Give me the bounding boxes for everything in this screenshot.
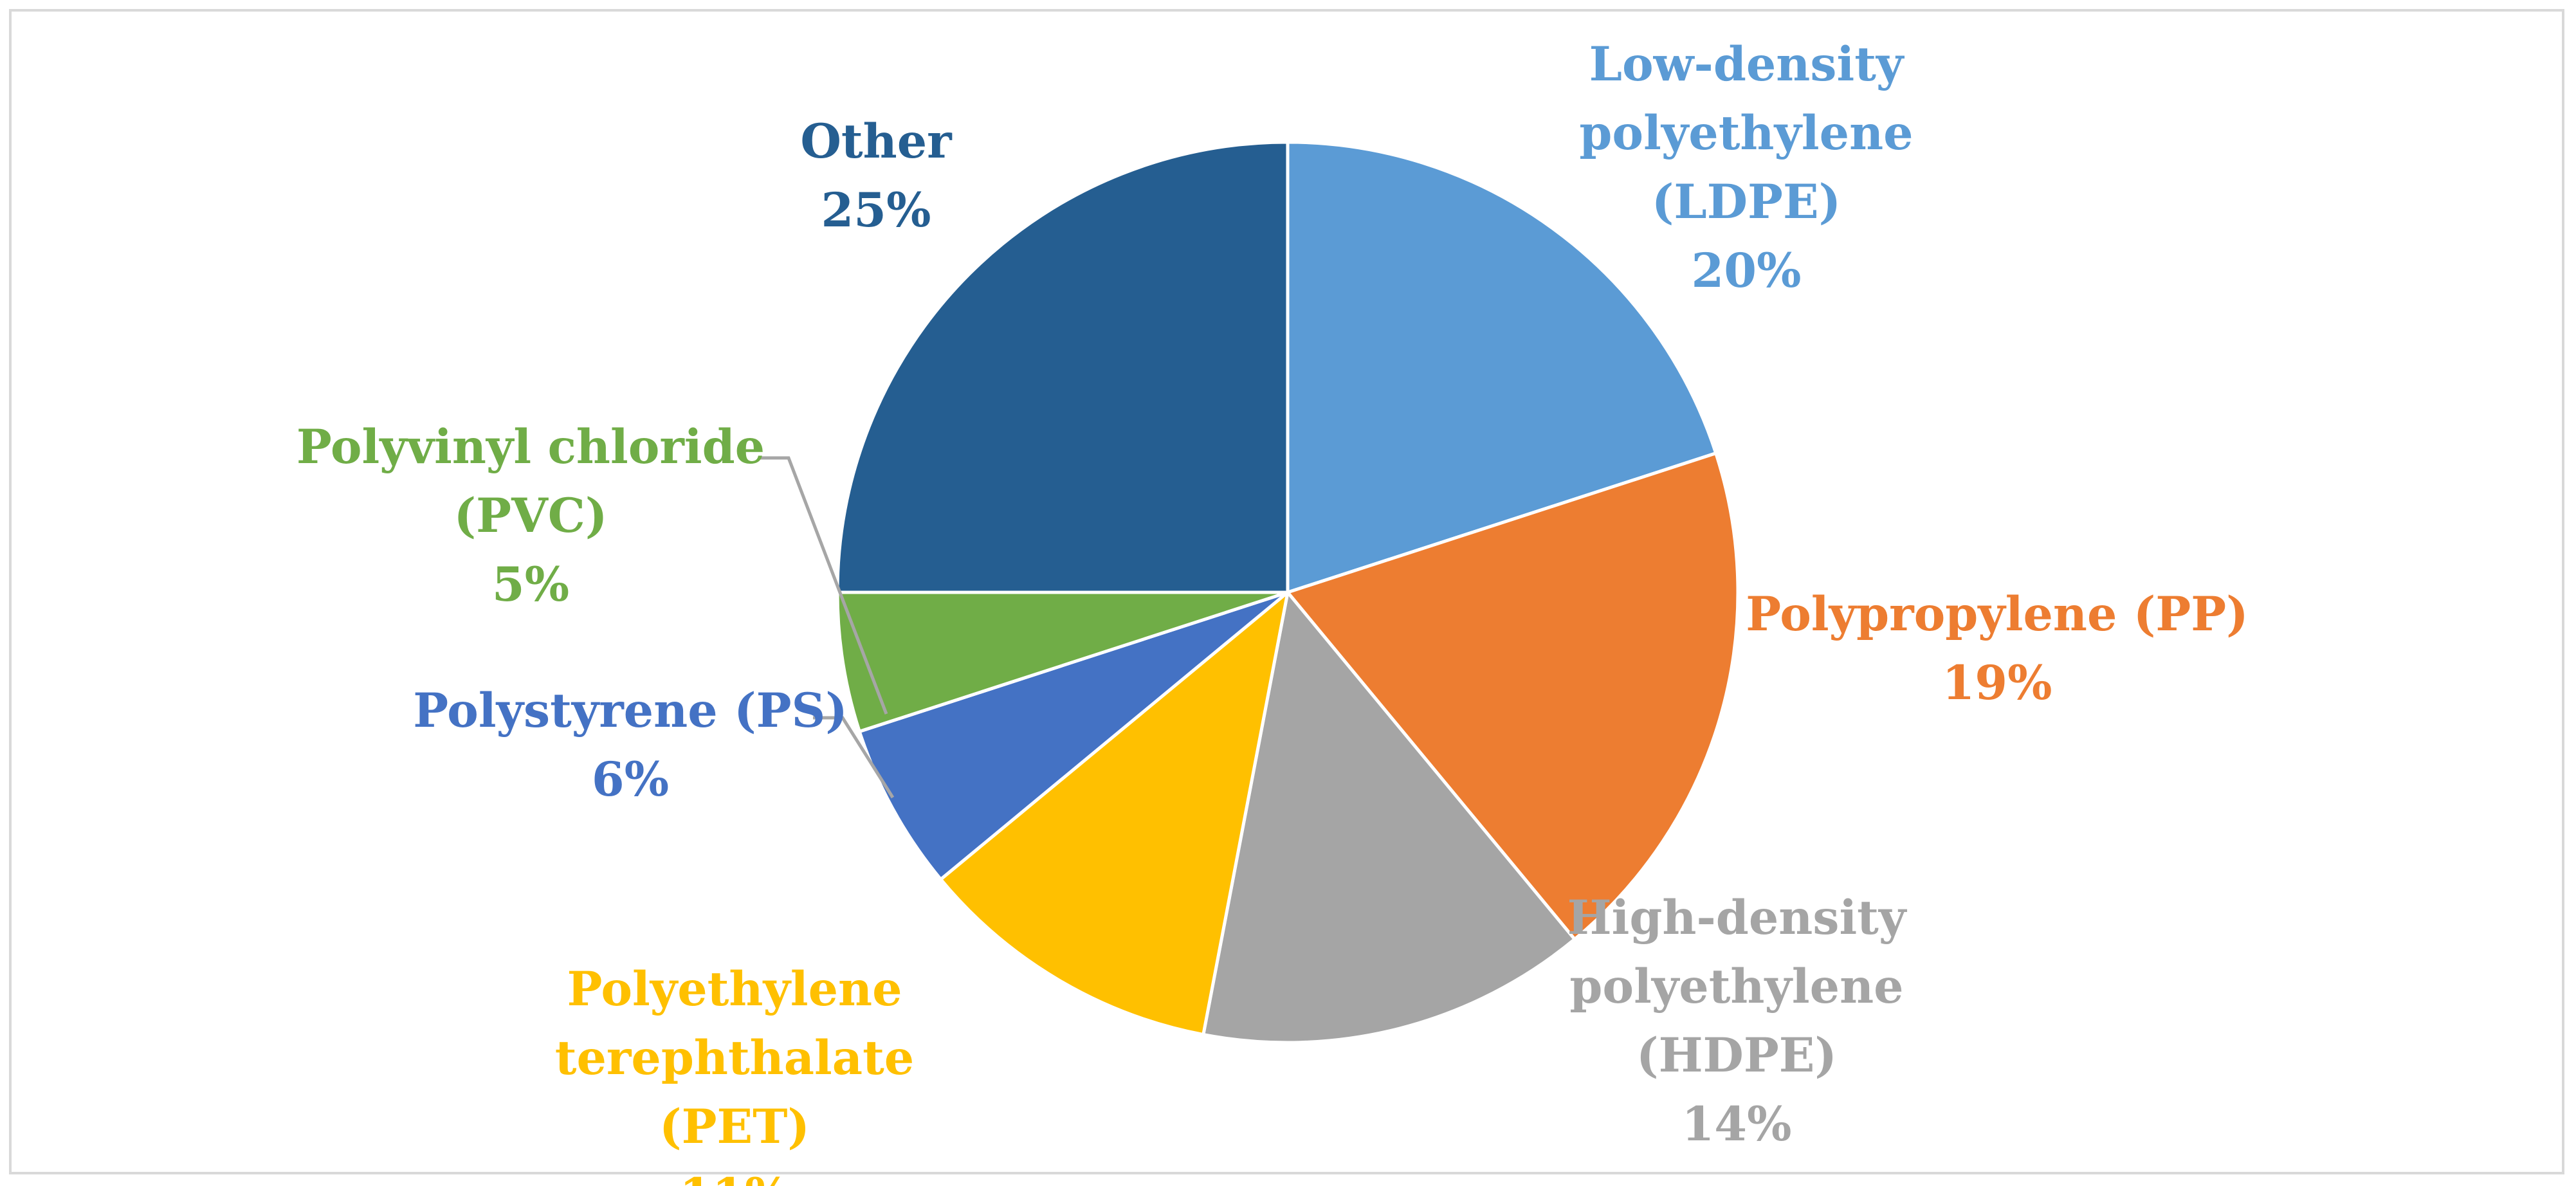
category-label-low-density-polyethylene: Low-density (1589, 37, 1905, 92)
pie-slice-polyvinyl-chloride (836, 590, 1290, 733)
value-label-polypropylene: 19% (1942, 655, 2052, 711)
value-label-polystyrene: 6% (592, 752, 669, 807)
category-label-high-density-polyethylene: polyethylene (1569, 959, 1903, 1014)
pie-slice-low-density-polyethylene (1286, 140, 1718, 594)
pie-slices (836, 140, 1740, 1045)
category-label-polyethylene-terephthalate: (PET) (659, 1099, 810, 1154)
data-label-polyvinyl-chloride: Polyvinyl chloride (PVC) 5% (297, 419, 765, 612)
category-label-polyvinyl-chloride: (PVC) (454, 488, 608, 543)
data-label-polyethylene-terephthalate: Polyethylene terephthalate (PET) 11% (555, 962, 914, 1186)
category-label-high-density-polyethylene: High-density (1567, 890, 1908, 945)
category-label-other: Other (800, 114, 953, 169)
category-label-low-density-polyethylene: polyethylene (1579, 105, 1913, 161)
category-label-polystyrene: Polystyrene (PS) (413, 683, 848, 738)
category-label-high-density-polyethylene: (HDPE) (1636, 1028, 1837, 1083)
value-label-high-density-polyethylene: 14% (1682, 1097, 1792, 1152)
pie-slice-polystyrene (857, 590, 1290, 881)
data-label-polystyrene: Polystyrene (PS) 6% (413, 683, 848, 807)
data-label-polypropylene: Polypropylene (PP) 19% (1746, 587, 2248, 711)
category-label-polyvinyl-chloride: Polyvinyl chloride (297, 419, 765, 475)
value-label-polyethylene-terephthalate: 11% (680, 1168, 790, 1186)
value-label-other: 25% (821, 183, 931, 238)
data-label-low-density-polyethylene: Low-density polyethylene (LDPE) 20% (1579, 37, 1913, 298)
category-label-polypropylene: Polypropylene (PP) (1746, 587, 2248, 642)
pie-slice-polypropylene (1286, 452, 1740, 941)
pie-slice-other (836, 140, 1290, 594)
value-label-low-density-polyethylene: 20% (1692, 243, 1802, 298)
leader-line-polystyrene (813, 716, 895, 799)
chart-border (9, 9, 2564, 1174)
category-label-polyethylene-terephthalate: Polyethylene (567, 962, 902, 1017)
data-label-high-density-polyethylene: High-density polyethylene (HDPE) 14% (1567, 890, 1908, 1152)
leader-lines (760, 456, 895, 799)
data-labels: Low-density polyethylene (LDPE) 20% Polyprop… (297, 37, 2249, 1186)
leader-line-polyvinyl-chloride (760, 456, 888, 715)
pie-slice-high-density-polyethylene (1201, 590, 1576, 1045)
pie-slice-polyethylene-terephthalate (939, 590, 1290, 1037)
value-label-polyvinyl-chloride: 5% (492, 557, 569, 612)
category-label-low-density-polyethylene: (LDPE) (1652, 174, 1841, 230)
category-label-polyethylene-terephthalate: terephthalate (555, 1030, 914, 1086)
data-label-other: Other 25% (800, 114, 953, 238)
